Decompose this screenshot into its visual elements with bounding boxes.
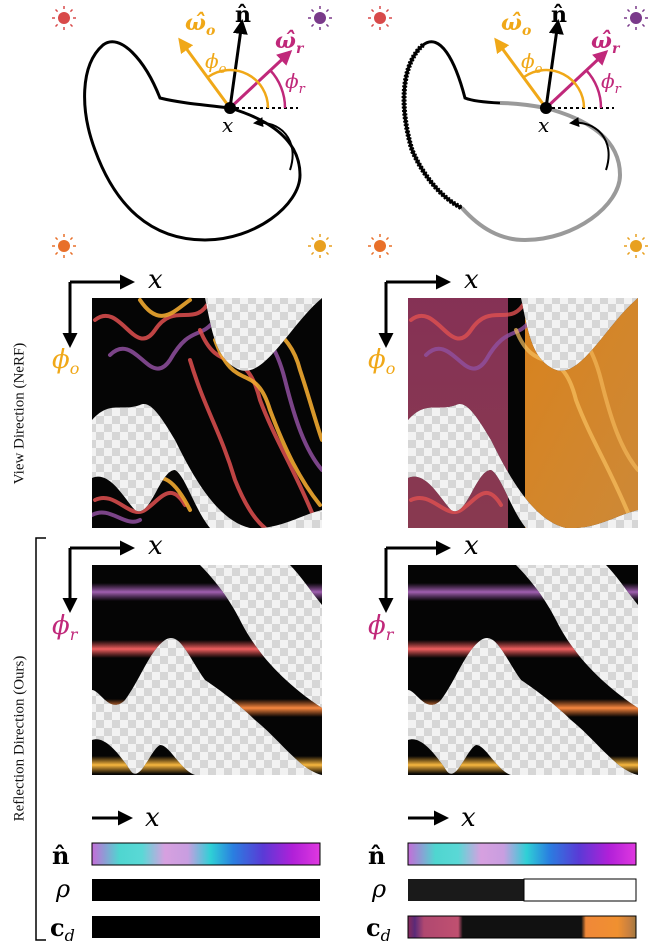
reflection-direction-label: Reflection Direction (Ours) — [11, 655, 28, 822]
rho-bar-light — [523, 878, 637, 902]
axes-view-left: x ϕo — [52, 265, 163, 378]
normal-bar — [91, 842, 321, 866]
omega-o-label: ω̂o — [501, 10, 531, 39]
x-axis-label: x — [461, 803, 476, 833]
sun-icon — [624, 234, 648, 258]
surface-point — [224, 102, 236, 114]
diagram-right: n̂ ω̂o ω̂r ϕo ϕr x — [368, 2, 648, 258]
axes-ref-left: x ϕr — [52, 531, 163, 644]
phi-r-axis-label: ϕr — [52, 611, 79, 644]
sun-icon — [368, 234, 392, 258]
cd-bar — [92, 916, 320, 938]
phi-r-axis-label: ϕr — [368, 611, 395, 644]
normal-label: n̂ — [235, 2, 251, 28]
object-outline-black — [402, 40, 501, 210]
panel-view-left — [92, 298, 322, 529]
sun-icon — [308, 234, 332, 258]
point-label: x — [222, 113, 233, 137]
axes-ref-right: x ϕr — [368, 531, 479, 644]
sun-icon — [308, 6, 332, 30]
normal-arrow — [544, 19, 564, 109]
phi-o-label: ϕo — [521, 49, 543, 77]
normal-bar-label: n̂ — [368, 841, 385, 870]
x-axis-label: x — [148, 265, 163, 295]
x-axis-label: x — [464, 531, 479, 561]
cd-bar-label: cd — [50, 913, 75, 945]
motion-arrow — [569, 117, 610, 171]
object-outline-rough — [401, 43, 464, 211]
x-axis-label: x — [145, 803, 160, 833]
reflect-arrow — [228, 49, 293, 110]
normal-arrow — [228, 19, 248, 109]
phi-o-arc — [523, 68, 586, 109]
omega-o-label: ω̂o — [185, 10, 215, 39]
phi-r-arc — [269, 69, 287, 109]
phi-o-axis-label: ϕo — [368, 345, 395, 378]
diagram-left: n̂ ω̂o ω̂r ϕo ϕr x — [52, 2, 332, 258]
x-axis-label: x — [464, 265, 479, 295]
object-outline-grey — [460, 101, 623, 243]
bars-right: x n̂ ρ cd — [366, 803, 637, 945]
panel-ref-left — [92, 565, 322, 775]
phi-r-label: ϕr — [285, 69, 306, 97]
panel-view-right — [408, 298, 638, 528]
phi-r-arc — [585, 69, 603, 109]
axes-view-right: x ϕo — [368, 265, 479, 378]
section-bracket — [35, 537, 46, 941]
rho-bar — [92, 879, 320, 901]
omega-r-label: ω̂r — [591, 28, 621, 57]
bars-left: x n̂ ρ cd — [50, 803, 321, 945]
reflect-arrow — [544, 49, 609, 110]
rho-bar-label: ρ — [55, 875, 70, 903]
omega-r-label: ω̂r — [275, 28, 305, 57]
object-outline — [83, 40, 302, 242]
x-axis-label: x — [148, 531, 163, 561]
panel-ref-right — [408, 565, 638, 775]
cd-bar — [407, 915, 637, 939]
cd-bar-label: cd — [366, 913, 391, 945]
view-direction-label: View Direction (NeRF) — [11, 342, 28, 485]
phi-o-axis-label: ϕo — [52, 345, 79, 378]
normal-bar — [407, 842, 637, 866]
rho-bar-label: ρ — [371, 875, 386, 903]
motion-arrow — [253, 117, 294, 171]
sun-icon — [624, 6, 648, 30]
rho-bar-dark — [408, 879, 524, 901]
view-arrow — [494, 37, 548, 109]
phi-r-label: ϕr — [601, 69, 622, 97]
sun-icon — [52, 234, 76, 258]
phi-o-label: ϕo — [205, 49, 227, 77]
phi-o-arc — [207, 68, 270, 109]
sun-icon — [368, 6, 392, 30]
normal-label: n̂ — [551, 2, 567, 28]
sun-icon — [52, 6, 76, 30]
normal-bar-label: n̂ — [52, 841, 69, 870]
view-arrow — [178, 37, 232, 109]
point-label: x — [538, 113, 549, 137]
surface-point — [540, 102, 552, 114]
